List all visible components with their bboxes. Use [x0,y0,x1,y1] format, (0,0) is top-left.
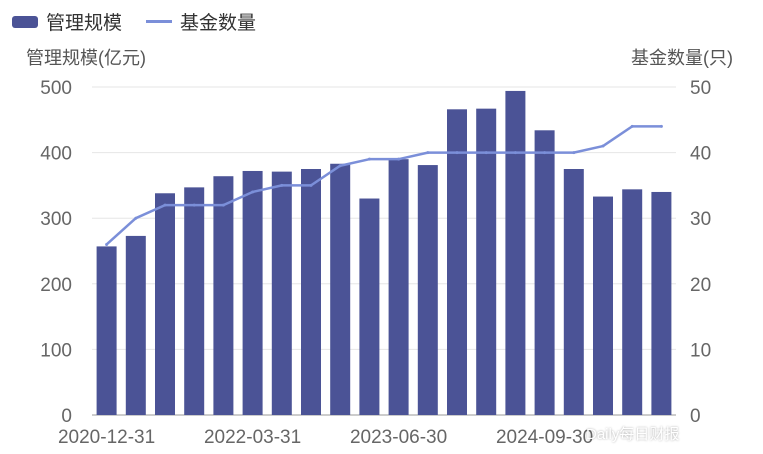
bar [155,193,175,415]
x-tick-label: 2022-03-31 [204,427,301,448]
left-tick-label: 400 [40,144,72,165]
left-tick-label: 200 [40,275,72,296]
left-tick-label: 500 [40,78,72,99]
left-axis-title: 管理规模(亿元) [26,48,146,68]
bar [271,171,292,415]
bar [534,130,555,415]
left-tick-label: 300 [40,209,72,230]
legend-bar-swatch [12,15,38,28]
bar [563,169,584,415]
right-axis-title: 基金数量(只) [631,48,733,68]
line-point [601,144,605,148]
line-point [630,124,634,128]
grid-lines [92,86,676,416]
bar [301,169,321,415]
line-point [455,151,459,155]
bar [651,191,672,415]
line-point [397,157,401,161]
line-point [426,151,430,155]
line-point [338,164,342,168]
right-tick-label: 0 [690,406,701,427]
line-point [484,151,488,155]
x-tick-label: 2020-12-31 [58,427,155,448]
bar [417,165,438,415]
line-point [134,216,138,220]
line-point [221,203,225,207]
line-point [513,151,517,155]
line-point [572,151,576,155]
legend-line-label: 基金数量 [180,13,257,34]
legend-line-swatch [146,20,173,23]
line-point [192,203,196,207]
x-axis-ticks: 2020-12-31 2022-03-31 2023-06-30 2024-09-30 [58,427,593,448]
bar [388,159,409,415]
bar [447,109,467,415]
bar [359,198,380,415]
right-tick-label: 10 [690,340,711,361]
left-tick-label: 100 [40,340,72,361]
bar [96,246,117,415]
line-point [251,190,255,194]
line-point [105,242,109,246]
right-tick-label: 20 [690,275,711,296]
legend-item-bar: 管理规模 [12,8,122,35]
line-point [367,157,371,161]
bar [593,196,613,415]
legend-bar-label: 管理规模 [46,13,123,34]
right-tick-label: 50 [690,78,711,99]
line-point [309,183,313,187]
bar [184,187,205,415]
x-tick-label: 2023-06-30 [350,427,447,448]
line-point [543,151,547,155]
bar [505,90,526,415]
bar [476,108,497,415]
bar [213,176,234,415]
left-tick-label: 0 [61,406,72,427]
line-point [280,183,284,187]
line-series [105,124,663,246]
bar-series [96,90,672,415]
x-tick-label: 2024-09-30 [496,427,593,448]
right-axis-ticks: 0 10 20 30 40 50 [690,78,711,427]
bar [330,163,351,415]
right-tick-label: 40 [690,144,711,165]
bar [125,235,146,415]
watermark: Daily每日财报 [586,426,680,443]
bar [242,170,263,415]
line-point [659,124,663,128]
chart-legend: 管理规模 基金数量 [12,8,256,35]
line-point [163,203,167,207]
legend-item-line: 基金数量 [146,8,256,35]
left-axis-ticks: 0 100 200 300 400 500 [40,78,72,427]
line-path [105,125,662,246]
right-tick-label: 30 [690,209,711,230]
bar [622,189,643,415]
